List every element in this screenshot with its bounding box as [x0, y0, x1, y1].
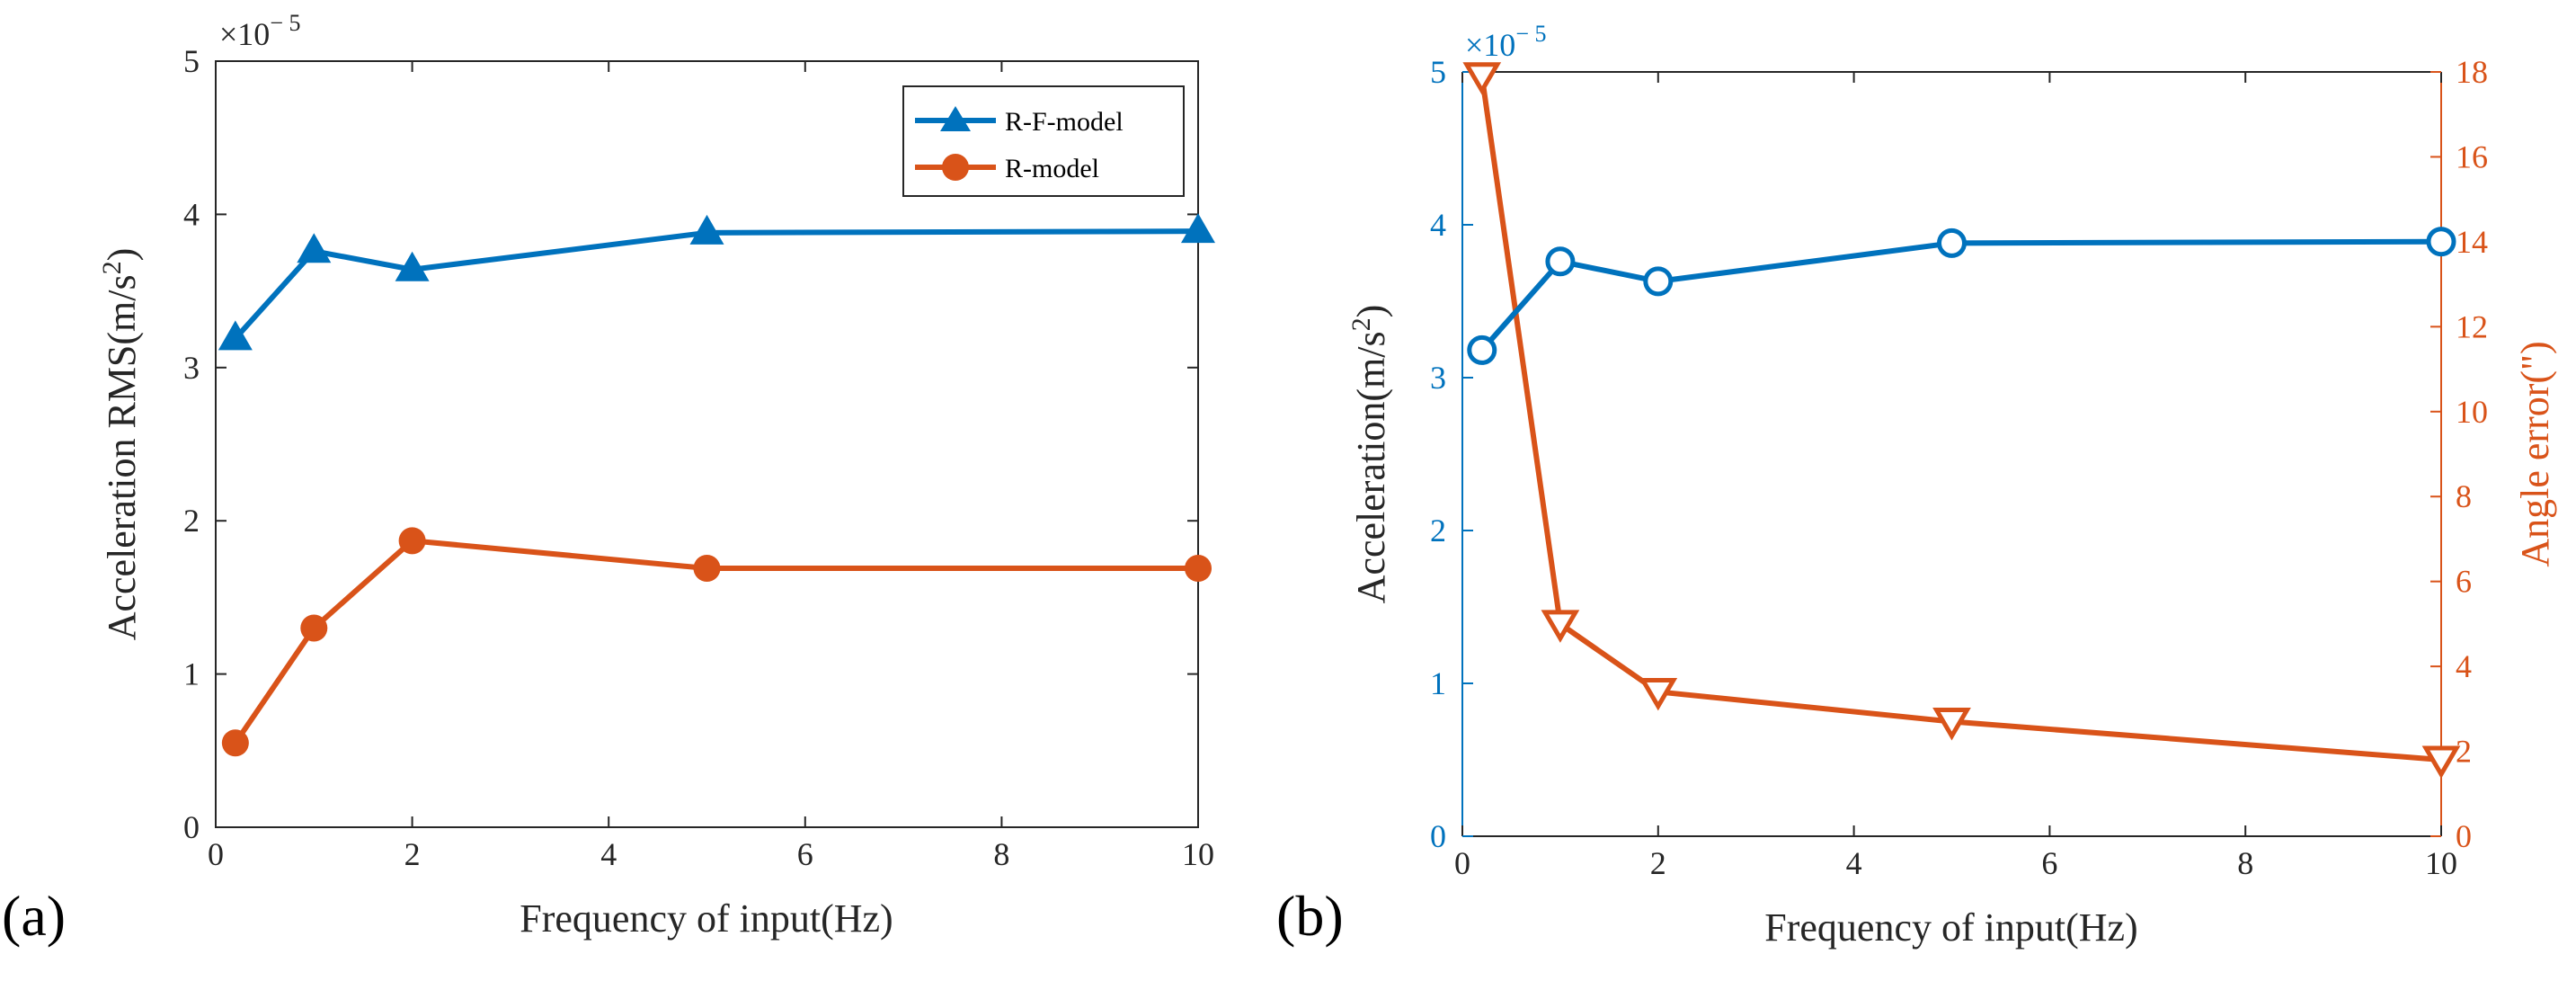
acceleration-point: [1545, 246, 1576, 277]
panel-b-xlabel: Frequency of input(Hz): [1764, 905, 2137, 950]
y2-tick-label: 8: [2456, 478, 2472, 514]
panel-b-ylabel: Acceleration(m/s2): [1346, 305, 1393, 604]
rf-model-point: [395, 251, 430, 281]
y-tick-label: 1: [183, 656, 200, 692]
rf-model-point: [689, 214, 724, 245]
y-tick-label: 0: [1430, 818, 1446, 854]
y2-tick-label: 2: [2456, 734, 2472, 770]
panel-a-xlabel: Frequency of input(Hz): [520, 896, 893, 941]
y-tick-label: 1: [1430, 665, 1446, 701]
x-tick-label: 4: [1846, 845, 1862, 881]
r-model-point: [398, 527, 426, 555]
panel-b-exponent: ×10− 5: [1465, 21, 1546, 63]
y2-tick-label: 12: [2456, 308, 2488, 344]
r-model-point: [693, 555, 721, 583]
y-tick-label: 2: [183, 503, 200, 539]
y2-tick-label: 0: [2456, 818, 2472, 854]
x-tick-label: 10: [1182, 836, 1214, 872]
legend-marker-rf: [940, 106, 971, 131]
panel-b-y2label: Angle error("): [2513, 341, 2557, 566]
angle-error-point: [1639, 677, 1678, 711]
y-tick-label: 0: [183, 809, 200, 845]
panel-a-exponent: ×10− 5: [219, 10, 300, 52]
y2-tick-label: 14: [2456, 224, 2488, 260]
panel-a-ylabel: Acceleration RMS(m/s2): [97, 248, 144, 641]
y2-tick-label: 10: [2456, 394, 2488, 430]
y2-tick-label: 6: [2456, 564, 2472, 600]
x-tick-label: 6: [2041, 845, 2057, 881]
x-tick-label: 8: [993, 836, 1009, 872]
y-tick-label: 2: [1430, 513, 1446, 548]
x-tick-label: 6: [797, 836, 813, 872]
y2-tick-label: 18: [2456, 54, 2488, 90]
x-tick-label: 10: [2425, 845, 2457, 881]
y-tick-label: 3: [183, 350, 200, 386]
y-tick-label: 4: [183, 196, 200, 232]
x-tick-label: 4: [600, 836, 617, 872]
panel-a-chart: 0 2 4 6 8 10 0 1 2 3 4 5 ×10− 5 Frequency of input(…: [2, 10, 1215, 948]
angle-error-point: [1541, 610, 1580, 643]
panel-b-label: (b): [1276, 884, 1344, 948]
r-model-point: [221, 729, 249, 757]
x-tick-label: 0: [208, 836, 224, 872]
acceleration-point: [1937, 227, 1967, 258]
y-tick-label: 5: [1430, 54, 1446, 90]
x-tick-label: 2: [404, 836, 421, 872]
y-tick-label: 4: [1430, 207, 1446, 243]
y-tick-label: 3: [1430, 360, 1446, 396]
rf-model-point: [297, 233, 332, 263]
angle-error-point: [1932, 708, 1971, 741]
angle-error-point: [1462, 62, 1502, 95]
y2-tick-label: 4: [2456, 648, 2472, 684]
acceleration-point: [1467, 334, 1497, 365]
rf-model-point: [218, 320, 253, 351]
legend-label-rf: R-F-model: [1005, 107, 1124, 137]
panel-a-label: (a): [2, 884, 66, 948]
legend-label-r: R-model: [1005, 154, 1099, 183]
angle-error-point: [2421, 745, 2461, 779]
x-tick-label: 8: [2237, 845, 2253, 881]
legend-marker-r: [942, 154, 969, 181]
acceleration-point: [2426, 227, 2456, 257]
x-tick-label: 0: [1454, 845, 1470, 881]
x-tick-label: 2: [1650, 845, 1666, 881]
acceleration-point: [1643, 266, 1674, 297]
r-model-point: [1185, 555, 1212, 583]
y-tick-label: 5: [183, 43, 200, 79]
y2-tick-label: 16: [2456, 138, 2488, 174]
rf-model-point: [1181, 213, 1215, 244]
panel-a-legend: R-F-model R-model: [902, 85, 1185, 197]
r-model-point: [300, 614, 328, 642]
